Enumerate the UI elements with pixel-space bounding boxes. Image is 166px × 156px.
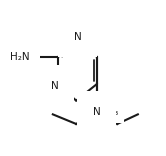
Text: CH₃: CH₃	[99, 107, 119, 117]
Text: H₂N: H₂N	[10, 52, 30, 62]
Text: N: N	[93, 107, 101, 117]
Text: N: N	[51, 80, 59, 90]
Text: N: N	[74, 32, 81, 42]
